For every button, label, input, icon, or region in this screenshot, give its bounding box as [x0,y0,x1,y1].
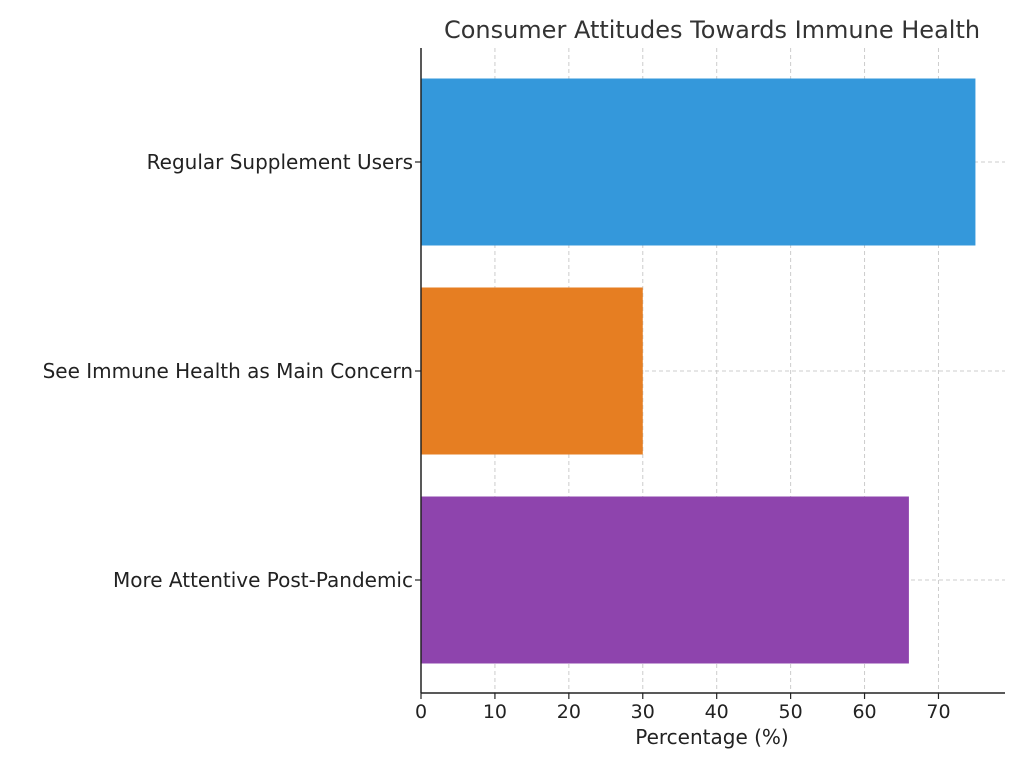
x-tick-label: 70 [926,701,950,723]
x-tick-label: 40 [705,701,729,723]
bar [421,496,909,664]
bar-layer [421,78,976,664]
bar [421,287,643,455]
x-tick-label: 20 [557,701,581,723]
x-axis-title: Percentage (%) [635,725,788,749]
category-label: Regular Supplement Users [147,150,413,174]
x-tick-label: 0 [415,701,427,723]
tick-layer [415,161,940,699]
x-tick-label: 10 [483,701,507,723]
chart-title: Consumer Attitudes Towards Immune Health [444,16,980,44]
label-layer: 0 10 20 30 40 50 60 70 Regular Supplement Users S… [43,150,951,723]
category-label: More Attentive Post-Pandemic [113,568,413,592]
category-label: See Immune Health as Main Concern [43,359,413,383]
x-tick-label: 50 [779,701,803,723]
bar [421,78,976,246]
x-tick-label: 30 [631,701,655,723]
x-tick-label: 60 [852,701,876,723]
